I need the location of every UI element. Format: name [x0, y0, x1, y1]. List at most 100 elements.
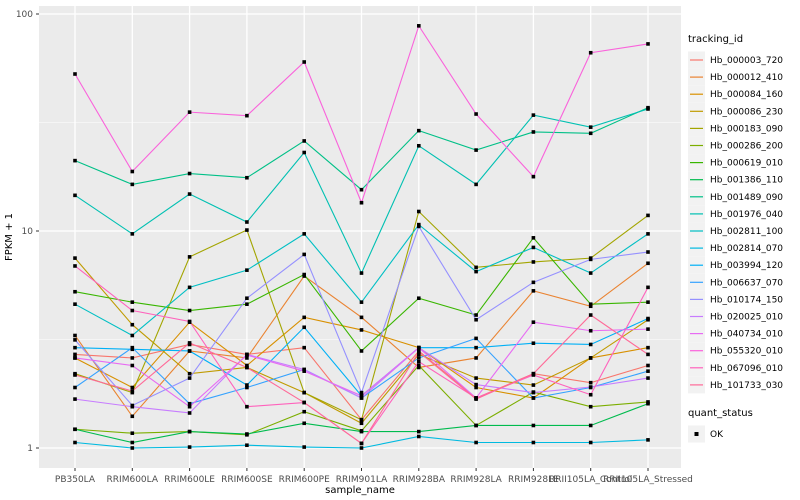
data-point-Hb_006637_070	[531, 396, 536, 400]
data-point-Hb_002814_070	[359, 446, 364, 450]
y-tick-label: 100	[16, 10, 33, 20]
data-point-Hb_000086_230	[588, 356, 593, 360]
data-point-Hb_000086_230	[187, 371, 192, 376]
legend-label-Hb_006637_070: Hb_006637_070	[710, 278, 783, 288]
data-point-Hb_000183_090	[359, 417, 364, 422]
data-point-Hb_001489_090	[302, 139, 306, 143]
data-point-Hb_001489_090	[417, 128, 421, 133]
legend-label-Hb_000619_010: Hb_000619_010	[710, 159, 783, 169]
data-point-Hb_000003_720	[73, 352, 77, 357]
data-point-Hb_002814_070	[245, 443, 249, 448]
data-point-Hb_010174_150	[359, 390, 364, 395]
data-point-Hb_000084_160	[302, 315, 306, 320]
data-point-Hb_020025_010	[588, 385, 593, 389]
data-point-Hb_000619_010	[588, 302, 593, 306]
data-point-Hb_000012_410	[531, 289, 536, 293]
data-point-Hb_000086_230	[73, 256, 77, 260]
data-point-Hb_101733_030	[187, 341, 192, 345]
y-axis-title: FPKM + 1	[4, 213, 15, 261]
data-point-Hb_000619_010	[302, 272, 306, 277]
data-point-Hb_000086_230	[359, 421, 364, 426]
data-point-Hb_067096_010	[588, 392, 593, 397]
legend-label-Hb_000286_200: Hb_000286_200	[710, 142, 783, 152]
data-point-Hb_000012_410	[474, 356, 478, 360]
data-point-Hb_040734_010	[359, 394, 364, 398]
data-point-Hb_000183_090	[187, 255, 192, 259]
data-point-Hb_000183_090	[245, 228, 249, 232]
data-point-Hb_006637_070	[130, 345, 135, 350]
data-point-Hb_101733_030	[359, 441, 364, 446]
data-point-Hb_000003_720	[302, 345, 306, 350]
data-point-Hb_003994_120	[588, 342, 593, 347]
data-point-Hb_001976_040	[73, 193, 77, 198]
data-point-Hb_001489_090	[245, 175, 249, 180]
data-point-Hb_101733_030	[588, 313, 593, 317]
data-point-Hb_001976_040	[359, 271, 364, 275]
data-point-Hb_000086_230	[417, 352, 421, 357]
data-point-Hb_020025_010	[646, 376, 650, 380]
data-point-Hb_001489_090	[73, 158, 77, 163]
data-point-Hb_002811_100	[130, 333, 135, 338]
data-point-Hb_067096_010	[187, 319, 192, 324]
data-point-Hb_010174_150	[474, 317, 478, 322]
data-point-Hb_067096_010	[646, 285, 650, 290]
legend-label-Hb_000003_720: Hb_000003_720	[710, 56, 783, 66]
x-tick-label: RRIM901LA	[336, 475, 388, 485]
legend-label-Hb_003994_120: Hb_003994_120	[710, 261, 783, 271]
data-point-Hb_002811_100	[359, 300, 364, 304]
legend-label-Hb_000183_090: Hb_000183_090	[710, 124, 783, 134]
data-point-Hb_000084_160	[646, 345, 650, 350]
legend-label-Hb_020025_010: Hb_020025_010	[710, 313, 783, 323]
data-point-Hb_001976_040	[417, 143, 421, 148]
data-point-Hb_000619_010	[187, 308, 192, 313]
data-point-Hb_000183_090	[646, 213, 650, 218]
data-point-Hb_002811_100	[474, 269, 478, 274]
data-point-Hb_000012_410	[588, 304, 593, 309]
legend-label-Hb_010174_150: Hb_010174_150	[710, 295, 783, 305]
data-point-Hb_101733_030	[646, 352, 650, 357]
data-point-Hb_020025_010	[359, 396, 364, 400]
data-point-Hb_067096_010	[73, 264, 77, 268]
legend-label-Hb_067096_010: Hb_067096_010	[710, 364, 783, 374]
data-point-Hb_000619_010	[474, 313, 478, 317]
data-point-Hb_000012_410	[73, 333, 77, 338]
data-point-Hb_002814_070	[130, 446, 135, 450]
data-point-Hb_000183_090	[474, 265, 478, 270]
data-point-Hb_067096_010	[130, 308, 135, 313]
legend-title-tracking-id: tracking_id	[688, 34, 743, 45]
x-tick-label: RRIM600PE	[279, 475, 331, 485]
legend-label-Hb_001489_090: Hb_001489_090	[710, 193, 783, 203]
data-point-Hb_000183_090	[417, 209, 421, 214]
data-point-Hb_010174_150	[302, 252, 306, 257]
data-point-Hb_040734_010	[417, 345, 421, 350]
data-point-Hb_020025_010	[474, 382, 478, 387]
data-point-Hb_000086_230	[130, 322, 135, 327]
data-point-Hb_055320_010	[187, 110, 192, 114]
data-point-Hb_040734_010	[130, 363, 135, 368]
legend-label-Hb_101733_030: Hb_101733_030	[710, 381, 783, 391]
data-point-Hb_002814_070	[531, 440, 536, 445]
data-point-Hb_040734_010	[646, 327, 650, 331]
data-point-Hb_002811_100	[588, 271, 593, 275]
data-point-Hb_010174_150	[646, 250, 650, 254]
data-point-Hb_020025_010	[130, 404, 135, 409]
data-point-Hb_000012_410	[646, 261, 650, 266]
data-point-Hb_001976_040	[588, 125, 593, 129]
data-point-Hb_010174_150	[73, 338, 77, 342]
data-point-Hb_003994_120	[474, 345, 478, 350]
data-point-Hb_055320_010	[474, 112, 478, 116]
legend-key-square-icon	[694, 432, 699, 436]
data-point-Hb_003994_120	[646, 316, 650, 321]
data-point-Hb_101733_030	[245, 365, 249, 370]
data-point-Hb_006637_070	[187, 401, 192, 406]
data-point-Hb_001386_110	[474, 423, 478, 428]
data-point-Hb_040734_010	[187, 404, 192, 409]
data-point-Hb_020025_010	[531, 390, 536, 395]
data-point-Hb_001386_110	[73, 427, 77, 432]
data-point-Hb_055320_010	[359, 200, 364, 205]
data-point-Hb_101733_030	[302, 400, 306, 405]
data-point-Hb_000012_410	[130, 414, 135, 419]
data-point-Hb_001976_040	[245, 220, 249, 224]
